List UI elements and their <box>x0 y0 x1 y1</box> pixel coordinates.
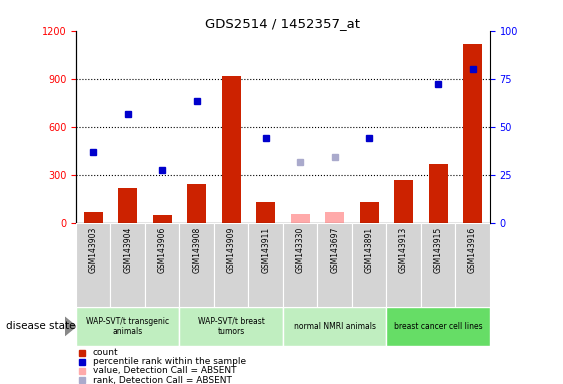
Bar <box>386 223 421 307</box>
Bar <box>325 212 344 223</box>
Text: GSM143330: GSM143330 <box>296 227 305 273</box>
Bar <box>153 215 172 223</box>
Bar <box>222 76 240 223</box>
Text: GSM143909: GSM143909 <box>227 227 236 273</box>
Bar <box>386 307 490 346</box>
Text: GSM143697: GSM143697 <box>330 227 339 273</box>
Bar <box>318 223 352 307</box>
Text: rank, Detection Call = ABSENT: rank, Detection Call = ABSENT <box>92 376 231 384</box>
Polygon shape <box>65 317 76 336</box>
Bar <box>360 202 378 223</box>
Text: GSM143891: GSM143891 <box>365 227 374 273</box>
Bar <box>291 214 310 223</box>
Text: normal NMRI animals: normal NMRI animals <box>294 322 376 331</box>
Text: GSM143906: GSM143906 <box>158 227 167 273</box>
Bar <box>256 202 275 223</box>
Text: percentile rank within the sample: percentile rank within the sample <box>92 357 245 366</box>
Title: GDS2514 / 1452357_at: GDS2514 / 1452357_at <box>205 17 360 30</box>
Text: GSM143916: GSM143916 <box>468 227 477 273</box>
Bar <box>428 164 448 223</box>
Text: GSM143908: GSM143908 <box>192 227 201 273</box>
Text: GSM143913: GSM143913 <box>399 227 408 273</box>
Text: GSM143904: GSM143904 <box>123 227 132 273</box>
Bar <box>145 223 180 307</box>
Bar <box>455 223 490 307</box>
Text: WAP-SVT/t breast
tumors: WAP-SVT/t breast tumors <box>198 317 265 336</box>
Text: breast cancer cell lines: breast cancer cell lines <box>394 322 482 331</box>
Bar <box>180 223 214 307</box>
Bar <box>394 180 413 223</box>
Bar <box>248 223 283 307</box>
Bar <box>283 307 386 346</box>
Bar <box>180 307 283 346</box>
Bar <box>76 307 180 346</box>
Bar <box>352 223 386 307</box>
Text: disease state: disease state <box>6 321 75 331</box>
Text: GSM143915: GSM143915 <box>434 227 443 273</box>
Bar <box>110 223 145 307</box>
Text: GSM143903: GSM143903 <box>89 227 98 273</box>
Bar <box>84 212 102 223</box>
Bar <box>187 184 206 223</box>
Text: WAP-SVT/t transgenic
animals: WAP-SVT/t transgenic animals <box>86 317 169 336</box>
Bar <box>214 223 248 307</box>
Bar <box>463 43 482 223</box>
Text: count: count <box>92 348 118 357</box>
Bar <box>283 223 318 307</box>
Bar <box>76 223 110 307</box>
Bar <box>118 187 137 223</box>
Text: value, Detection Call = ABSENT: value, Detection Call = ABSENT <box>92 366 236 376</box>
Text: GSM143911: GSM143911 <box>261 227 270 273</box>
Bar <box>421 223 455 307</box>
